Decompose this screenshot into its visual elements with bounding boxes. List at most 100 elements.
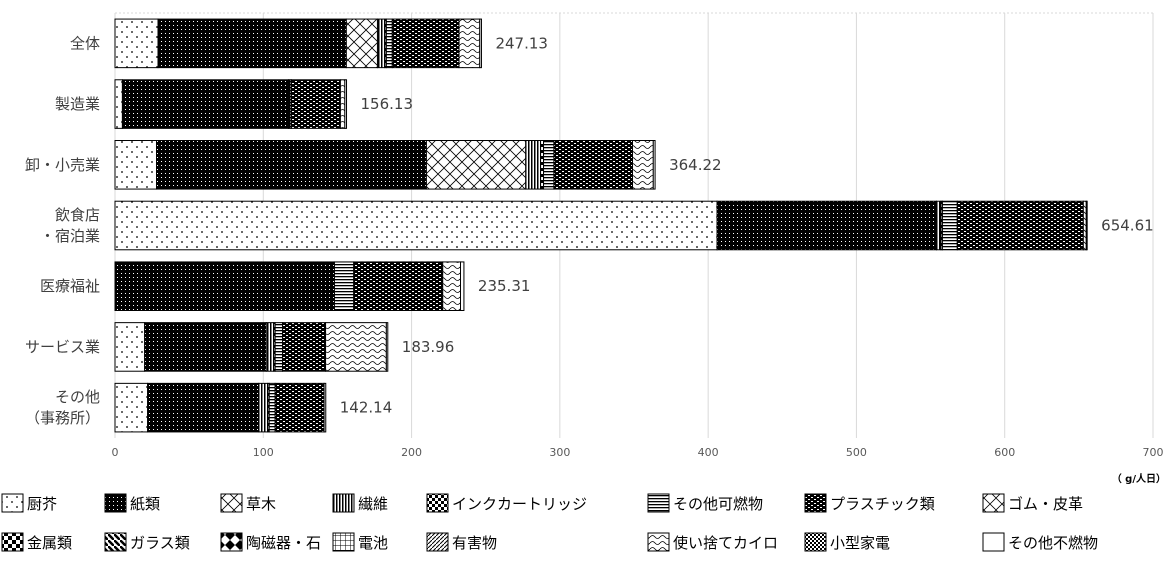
legend-swatch bbox=[804, 493, 827, 513]
bar-segment bbox=[936, 200, 942, 251]
bar-segment bbox=[282, 322, 327, 372]
bar-segment bbox=[632, 140, 654, 190]
bar-segment bbox=[274, 382, 325, 433]
bars bbox=[114, 18, 1088, 433]
bar-segment bbox=[156, 140, 427, 190]
legend-swatch bbox=[982, 493, 1005, 513]
bar-segment bbox=[652, 140, 656, 190]
legend-label: 厨芥 bbox=[27, 495, 57, 513]
legend-label: 使い捨てカイロ bbox=[673, 534, 778, 552]
category-label: （事務所） bbox=[25, 409, 100, 427]
bar-segment bbox=[274, 322, 284, 372]
bar-segment bbox=[157, 18, 347, 69]
legend-label: 有害物 bbox=[452, 534, 497, 552]
bar-segment bbox=[333, 261, 355, 311]
bar-segment bbox=[268, 382, 276, 433]
bar-segment bbox=[114, 382, 149, 433]
legend-label: 小型家電 bbox=[830, 534, 890, 552]
legend-label: 紙類 bbox=[130, 495, 160, 513]
x-tick-label: 600 bbox=[994, 446, 1015, 459]
bar-segment bbox=[716, 200, 938, 251]
legend-label: 電池 bbox=[358, 534, 388, 552]
category-label: 卸・小売業 bbox=[25, 156, 100, 174]
x-tick-label: 0 bbox=[112, 446, 119, 459]
bar-segment bbox=[114, 140, 158, 190]
bar-segment bbox=[425, 140, 527, 190]
bar-segment bbox=[114, 200, 718, 251]
legend-label: インクカートリッジ bbox=[452, 495, 587, 513]
legend-swatch bbox=[804, 532, 827, 552]
legend-swatch bbox=[1, 493, 24, 513]
legend-swatch bbox=[426, 493, 449, 513]
bar-segment bbox=[460, 261, 465, 311]
legend-label: 繊維 bbox=[358, 495, 388, 513]
category-label: 製造業 bbox=[55, 95, 100, 113]
legend-swatch bbox=[1, 532, 24, 552]
bar-segment bbox=[345, 18, 378, 69]
bar-segment bbox=[265, 322, 275, 372]
bar-segment bbox=[121, 79, 289, 129]
bar-segment bbox=[147, 382, 260, 433]
legend-label: 金属類 bbox=[27, 534, 72, 552]
legend-label: ゴム・皮革 bbox=[1008, 495, 1083, 513]
legend-swatch bbox=[104, 532, 127, 552]
bar-segment bbox=[344, 79, 348, 129]
legend-swatch bbox=[982, 532, 1005, 552]
category-label: サービス業 bbox=[25, 338, 100, 356]
legend-swatch bbox=[426, 532, 449, 552]
total-label: 142.14 bbox=[340, 399, 393, 417]
legend-swatch bbox=[104, 493, 127, 513]
category-label: ・宿泊業 bbox=[40, 227, 100, 245]
bar-segment bbox=[385, 18, 393, 69]
bar-segment bbox=[258, 382, 269, 433]
bar-segment bbox=[956, 200, 1084, 251]
legend-label: その他可燃物 bbox=[673, 495, 763, 513]
bar-segment bbox=[479, 18, 482, 69]
bar-segment bbox=[1085, 200, 1088, 251]
bar-segment bbox=[290, 79, 341, 129]
bar-segment bbox=[114, 18, 159, 69]
bar-segment bbox=[339, 79, 346, 129]
category-label: 医療福祉 bbox=[40, 277, 100, 295]
bar-segment bbox=[323, 382, 327, 433]
total-label: 183.96 bbox=[402, 338, 455, 356]
legend-label: 草木 bbox=[246, 495, 276, 513]
bar-segment bbox=[385, 322, 389, 372]
legend-swatch bbox=[220, 493, 243, 513]
x-tick-label: 500 bbox=[846, 446, 867, 459]
bar-segment bbox=[525, 140, 542, 190]
category-label: その他 bbox=[55, 388, 100, 406]
bar-segment bbox=[543, 140, 555, 190]
legend-swatch bbox=[332, 493, 355, 513]
bar-segment bbox=[114, 79, 123, 129]
bar-segment bbox=[325, 322, 387, 372]
x-tick-label: 200 bbox=[401, 446, 422, 459]
bar-segment bbox=[114, 261, 335, 311]
bar-segment bbox=[391, 18, 460, 69]
bar-segment bbox=[941, 200, 958, 251]
x-tick-label: 300 bbox=[549, 446, 570, 459]
total-labels: 247.13 156.13 364.22 654.61 235.31 183.96 142.… bbox=[340, 34, 1154, 416]
x-tick-label: 700 bbox=[1143, 446, 1164, 459]
legend-label: ガラス類 bbox=[130, 534, 190, 552]
bar-segment bbox=[553, 140, 634, 190]
total-label: 247.13 bbox=[495, 34, 548, 52]
bar-segment bbox=[144, 322, 267, 372]
unit-label: （ g/人日） bbox=[1112, 472, 1166, 485]
total-label: 156.13 bbox=[361, 95, 414, 113]
category-label: 飲食店 bbox=[55, 206, 100, 224]
bar-segment bbox=[458, 18, 481, 69]
x-axis-ticks: 0 100 200 300 400 500 600 700 bbox=[112, 446, 1164, 459]
total-label: 235.31 bbox=[478, 277, 531, 295]
bar-segment bbox=[376, 18, 386, 69]
bar-segment bbox=[442, 261, 462, 311]
legend-swatch bbox=[332, 532, 355, 552]
legend-label: その他不燃物 bbox=[1008, 534, 1098, 552]
legend-swatch bbox=[647, 532, 670, 552]
category-label: 全体 bbox=[70, 34, 100, 52]
bar-segment bbox=[114, 322, 146, 372]
legend-swatch bbox=[220, 532, 243, 552]
